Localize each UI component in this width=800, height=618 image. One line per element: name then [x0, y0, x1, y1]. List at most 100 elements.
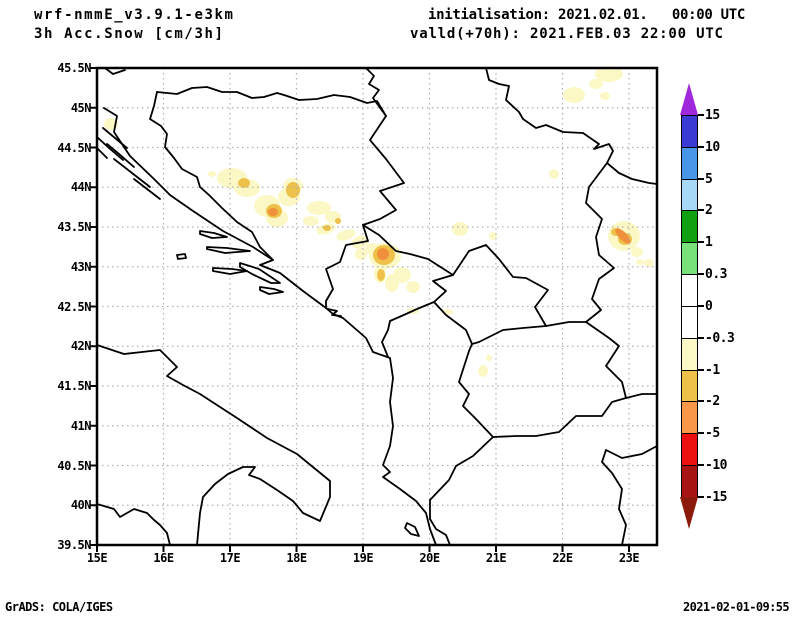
snow-patch-pale [636, 259, 644, 265]
colorbar-tick [698, 464, 704, 467]
snow-patch-pale [355, 248, 367, 260]
colorbar-segment [681, 369, 698, 403]
snow-patch-gold [377, 269, 385, 281]
snow-patch-pale [307, 201, 331, 215]
lat-tick-label: 43.5N [57, 220, 91, 234]
snow-patch-pale [489, 232, 497, 240]
colorbar-level-label: -0.3 [705, 330, 735, 346]
lon-tick-label: 16E [153, 551, 174, 565]
colorbar-level-label: 5 [705, 171, 713, 187]
lat-tick-label: 43N [70, 259, 92, 274]
map-outline [452, 244, 549, 327]
lat-tick-label: 45N [70, 100, 92, 115]
map-outline [102, 127, 128, 149]
map-plot-area [90, 66, 659, 552]
map-outline [381, 301, 435, 358]
initialisation-label: initialisation: 2021.02.01. 00:00 UTC [428, 7, 746, 23]
colorbar-level-label: -1 [705, 362, 720, 378]
snow-patch-orange [268, 208, 278, 216]
map-outline [471, 321, 587, 345]
map-outline [206, 246, 251, 254]
lon-tick-label: 17E [219, 551, 241, 565]
map-outline [96, 344, 331, 546]
snow-patch-pale [478, 365, 488, 377]
valid-time-label: valld(+70h): 2021.FEB.03 22:00 UTC [410, 26, 724, 42]
colorbar-tick [698, 273, 704, 276]
map-outline [103, 107, 437, 546]
map-outline [362, 224, 454, 276]
colorbar-tick [698, 368, 704, 371]
lat-tick-label: 45.5N [57, 61, 91, 75]
axis-ticks [90, 67, 630, 552]
colorbar-level-label: 1 [705, 235, 713, 251]
snow-patch-pale [393, 267, 411, 283]
field-title: 3h Acc.Snow [cm/3h] [34, 26, 225, 42]
map-outline [96, 136, 124, 161]
colorbar-tick [698, 400, 704, 403]
colorbar-segment [681, 242, 698, 276]
colorbar-segment [681, 274, 698, 307]
colorbar-level-label: 0.3 [705, 267, 727, 283]
snow-patch-gold [335, 218, 341, 224]
colorbar-level-label: 15 [705, 108, 720, 123]
map-outline [199, 230, 228, 239]
colorbar-tick [698, 241, 704, 244]
colorbar-segment [681, 401, 698, 435]
grads-credit: GrADS: COLA/IGES [5, 600, 113, 614]
colorbar-tick [698, 432, 704, 435]
snow-patch-gold [323, 225, 331, 231]
colorbar-tick [698, 145, 704, 148]
colorbar-segment [681, 178, 698, 212]
map-outline [96, 147, 108, 159]
snow-patch-pale [336, 229, 356, 241]
map-outline [133, 178, 161, 200]
map-outline [429, 436, 494, 520]
map-outline [96, 503, 171, 546]
lon-tick-label: 22E [552, 551, 573, 565]
map-outline [404, 522, 420, 537]
snow-patch-orange [377, 248, 389, 260]
map-outline [432, 274, 473, 345]
colorbar-arrow-bottom [680, 496, 698, 529]
colorbar-segment [681, 465, 698, 498]
map-outline [113, 158, 151, 188]
lat-tick-label: 42.5N [57, 299, 91, 314]
map-outline [212, 267, 248, 275]
creation-timestamp: 2021-02-01-09:55 [683, 600, 790, 614]
snow-patch-pale [303, 216, 319, 226]
map-outline [149, 91, 274, 261]
snow-patch-pale [406, 281, 420, 293]
snow-shading-layer [104, 66, 654, 377]
lat-tick-label: 42N [70, 339, 92, 354]
lon-tick-label: 19E [352, 551, 374, 565]
colorbar-tick [698, 304, 704, 307]
lat-lon-gridlines [97, 68, 657, 545]
map-outline [585, 321, 627, 399]
snow-patch-pale [589, 79, 603, 89]
colorbar-segment [681, 146, 698, 180]
colorbar-level-label: 0 [705, 298, 713, 314]
colorbar-level-label: 2 [705, 203, 713, 219]
map-outline [365, 67, 387, 117]
colorbar-segment [681, 305, 698, 339]
colorbar-level-label: 10 [705, 139, 720, 155]
lat-tick-label: 41.5N [57, 379, 91, 393]
snow-patch-pale [208, 171, 216, 177]
colorbar-tick [698, 209, 704, 212]
lat-tick-label: 40.5N [57, 458, 91, 473]
lat-tick-label: 44.5N [57, 140, 91, 155]
colorbar-level-label: -5 [705, 426, 720, 442]
snow-patch-pale [452, 222, 468, 236]
lat-tick-label: 40N [70, 498, 92, 513]
snow-patch-gold [286, 182, 300, 198]
lon-tick-label: 21E [485, 551, 507, 565]
map-outline [104, 67, 126, 75]
map-outline [485, 67, 658, 185]
map-outline [429, 518, 451, 546]
lat-tick-label: 39.5N [57, 538, 91, 552]
map-outline [106, 143, 135, 168]
colorbar-segment [681, 210, 698, 244]
snow-patch-orange [615, 228, 631, 244]
map-outline [625, 393, 658, 399]
snow-patch-pale [631, 247, 643, 257]
